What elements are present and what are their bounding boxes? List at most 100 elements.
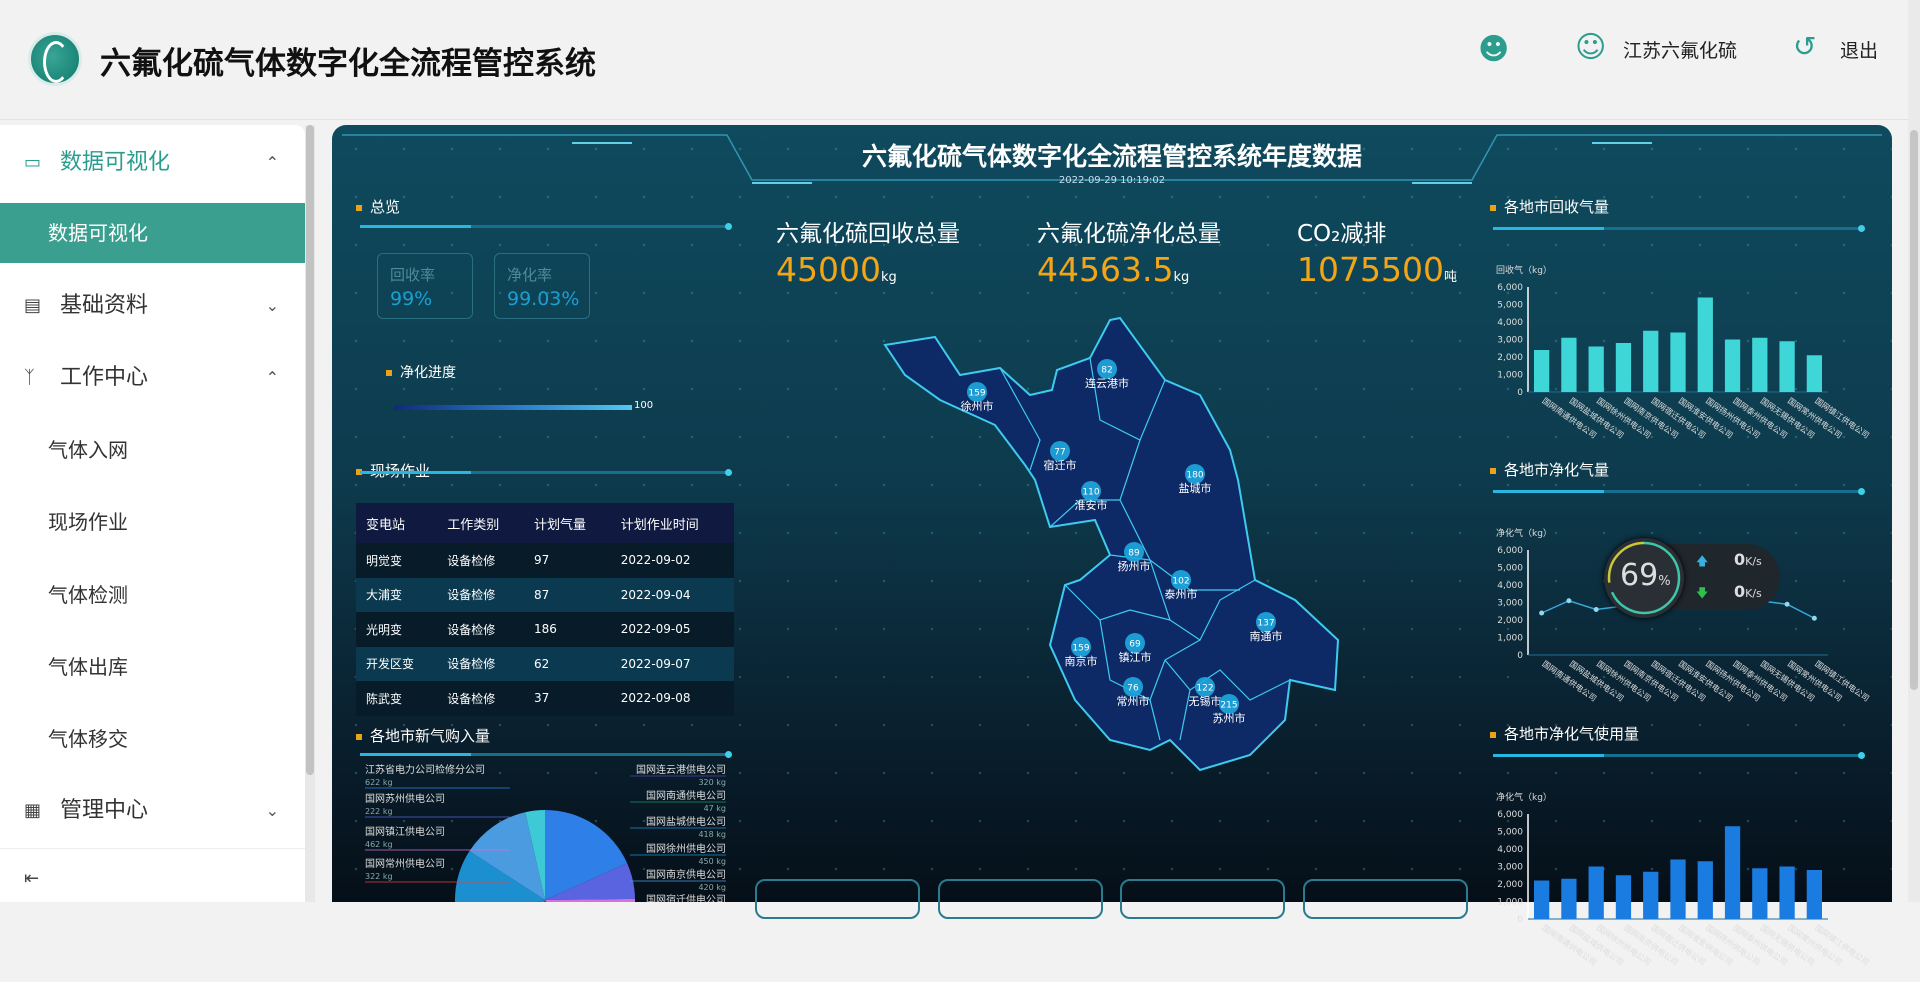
table-cell: 2022-09-02 bbox=[610, 543, 734, 578]
bar[interactable] bbox=[1615, 343, 1632, 392]
pie-slice[interactable] bbox=[525, 810, 545, 900]
table-row[interactable]: 陈武变 设备检修 37 2022-09-08 bbox=[356, 681, 734, 716]
bar[interactable] bbox=[1588, 346, 1604, 393]
pie-slice[interactable] bbox=[545, 810, 628, 900]
sidebar-scrollbar[interactable] bbox=[305, 125, 315, 902]
city-border bbox=[1049, 499, 1120, 528]
page-scrollbar[interactable] bbox=[1908, 0, 1920, 902]
bar[interactable] bbox=[1724, 826, 1741, 919]
bottom-card-1[interactable] bbox=[755, 879, 920, 919]
stat-label: 六氟化硫净化总量 bbox=[1037, 221, 1221, 247]
sidebar-group-visualization[interactable]: ▭ 数据可视化 ⌃ bbox=[0, 133, 305, 193]
table-cell: 87 bbox=[523, 577, 611, 612]
bar[interactable] bbox=[1779, 866, 1795, 920]
column-header: 计划气量 bbox=[523, 503, 611, 543]
bar[interactable] bbox=[1588, 866, 1604, 920]
pie-value: 322 kg bbox=[365, 872, 393, 881]
bar[interactable] bbox=[1806, 870, 1822, 919]
sidebar-item-gas-outbound[interactable]: 气体出库 bbox=[48, 655, 128, 679]
recovery-chart-title: 各地市回收气量 bbox=[1490, 196, 1609, 217]
pie-slice[interactable] bbox=[545, 863, 635, 900]
data-point[interactable] bbox=[1811, 615, 1817, 621]
sidebar-item-gas-transfer[interactable]: 气体移交 bbox=[48, 727, 128, 751]
bottom-card-2[interactable] bbox=[938, 879, 1103, 919]
table-row[interactable]: 大浦变 设备检修 87 2022-09-04 bbox=[356, 577, 734, 612]
table-cell: 设备检修 bbox=[437, 681, 524, 716]
arrow-up-icon: 🡅 bbox=[1696, 554, 1709, 568]
city-value: 76 bbox=[1127, 684, 1139, 694]
bar[interactable] bbox=[1806, 355, 1822, 392]
recovery-bar-chart: 回收气（kg）01,0002,0003,0004,0005,0006,000国网… bbox=[1496, 264, 1871, 440]
bar[interactable] bbox=[1534, 880, 1550, 920]
data-point[interactable] bbox=[1539, 610, 1545, 616]
table-row[interactable]: 明觉变 设备检修 97 2022-09-02 bbox=[356, 543, 734, 578]
table-row[interactable]: 光明变 设备检修 186 2022-09-05 bbox=[356, 612, 734, 647]
sidebar-group-basic-data[interactable]: ▤ 基础资料 ⌄ bbox=[0, 276, 305, 336]
bar[interactable] bbox=[1779, 341, 1795, 392]
table-row[interactable]: 开发区变 设备检修 62 2022-09-07 bbox=[356, 646, 734, 681]
sidebar-item-gas-intake[interactable]: 气体入网 bbox=[48, 438, 128, 462]
city-name: 盐城市 bbox=[1179, 481, 1212, 495]
bottom-card-4[interactable] bbox=[1303, 879, 1468, 919]
data-point[interactable] bbox=[1784, 601, 1790, 607]
bar[interactable] bbox=[1615, 875, 1632, 919]
data-point[interactable] bbox=[1593, 607, 1599, 612]
sidebar-group-work-center[interactable]: ᛉ 工作中心 ⌃ bbox=[0, 348, 305, 408]
logout-button[interactable]: 退出 bbox=[1840, 40, 1879, 62]
sidebar-item-visualization[interactable]: 数据可视化 bbox=[0, 203, 305, 263]
bar[interactable] bbox=[1534, 350, 1550, 392]
y-tick-label: 2,000 bbox=[1497, 616, 1523, 626]
city-name: 扬州市 bbox=[1118, 559, 1151, 573]
bar[interactable] bbox=[1724, 339, 1741, 393]
bottom-card-3[interactable] bbox=[1120, 879, 1285, 919]
bar[interactable] bbox=[1561, 878, 1577, 919]
user-icon[interactable]: ☺ bbox=[1575, 30, 1607, 65]
city-border bbox=[1064, 584, 1171, 621]
city-name: 镇江市 bbox=[1119, 650, 1152, 664]
percent-gauge: 69% bbox=[1604, 538, 1684, 618]
table-cell: 设备检修 bbox=[437, 646, 524, 681]
branch-icon: ᛉ bbox=[24, 367, 35, 388]
sidebar-group-management[interactable]: ▦ 管理中心 ⌄ bbox=[0, 781, 305, 841]
y-tick-label: 5,000 bbox=[1497, 564, 1523, 574]
pie-slice[interactable] bbox=[545, 898, 635, 902]
pie-slice[interactable] bbox=[469, 812, 545, 900]
sidebar-item-gas-testing[interactable]: 气体检测 bbox=[48, 583, 128, 607]
bar[interactable] bbox=[1643, 871, 1659, 919]
logout-icon[interactable]: ↺ bbox=[1793, 30, 1817, 63]
upload-speed: 0K/s bbox=[1734, 550, 1762, 569]
y-axis-label: 回收气（kg） bbox=[1496, 264, 1552, 276]
bar[interactable] bbox=[1670, 332, 1686, 393]
city-name: 淮安市 bbox=[1075, 498, 1108, 512]
user-name[interactable]: 江苏六氟化硫 bbox=[1623, 40, 1738, 62]
pie-slice[interactable] bbox=[455, 851, 545, 902]
data-point[interactable] bbox=[1566, 598, 1572, 604]
arrow-down-icon: 🡇 bbox=[1696, 586, 1709, 600]
city-border bbox=[1089, 357, 1166, 441]
bar[interactable] bbox=[1697, 297, 1713, 393]
bar[interactable] bbox=[1643, 330, 1659, 392]
users-icon[interactable]: ☻ bbox=[1478, 32, 1510, 67]
bar[interactable] bbox=[1752, 337, 1768, 392]
collapse-sidebar-button[interactable]: ⇤ bbox=[0, 848, 305, 908]
pie-label: 江苏省电力公司检修分公司 bbox=[365, 763, 485, 776]
bar[interactable] bbox=[1561, 337, 1577, 392]
usage-chart-title: 各地市净化气使用量 bbox=[1490, 723, 1639, 744]
bar[interactable] bbox=[1752, 868, 1768, 919]
sidebar-item-field-work[interactable]: 现场作业 bbox=[48, 510, 128, 534]
bar[interactable] bbox=[1670, 859, 1686, 920]
bar[interactable] bbox=[1697, 861, 1713, 919]
